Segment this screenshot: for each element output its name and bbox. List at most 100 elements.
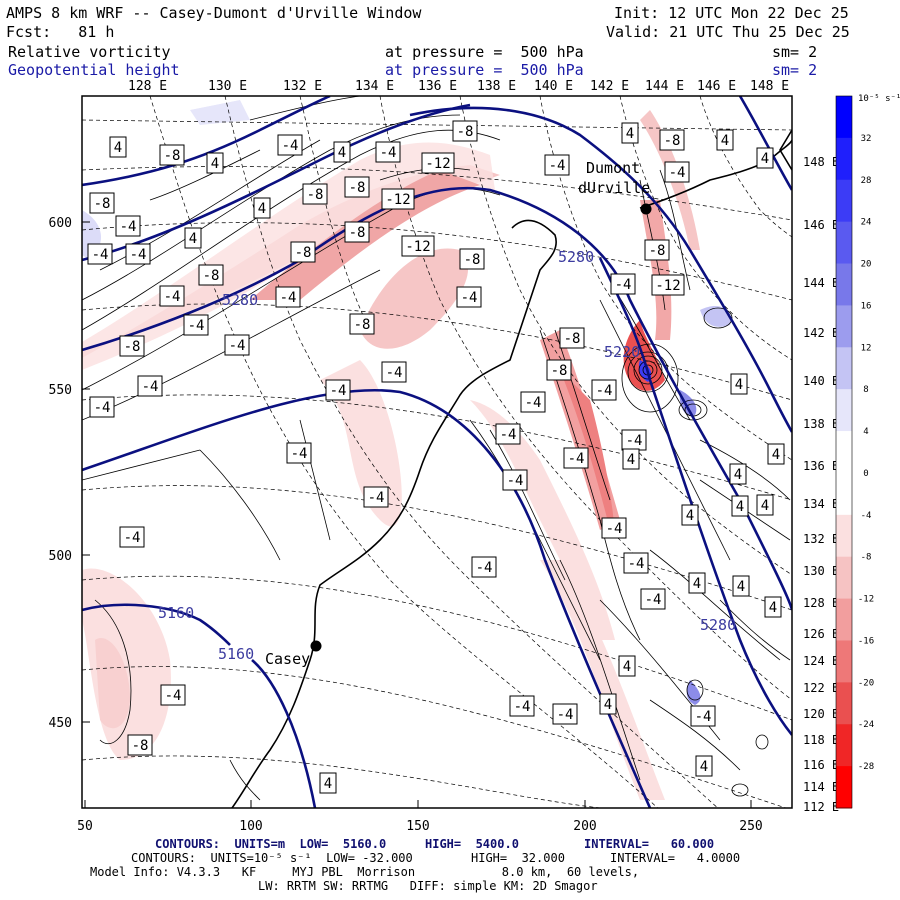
vorticity-label-box: [109, 136, 127, 158]
vorticity-label-text: 4: [626, 126, 634, 142]
vorticity-label-text: -4: [645, 592, 662, 608]
vorticity-label: 4: [729, 463, 747, 485]
right-longitude-label: 132 E: [803, 532, 839, 546]
field2-pressure: at pressure = 500 hPa: [385, 61, 584, 79]
vorticity-label-box: [729, 463, 747, 485]
vorticity-label-box: [159, 285, 185, 307]
vorticity-label: 4: [622, 448, 640, 470]
vorticity-labels: 4 -8 4 -8 -4 4 4 -4 -4 -4 4 -4 -8 4 -8 4 4 -4 -4 -12 -8 -12 -8…: [87, 120, 785, 794]
height-label: 5280: [222, 291, 258, 309]
vorticity-label: -4: [224, 334, 250, 356]
vorticity-label: -4: [502, 469, 528, 491]
vorticity-label-box: [127, 734, 153, 756]
x-axis-ticks: 50 100 150 200 250: [77, 800, 763, 834]
vorticity-label-box: [621, 122, 639, 144]
top-longitude-label: 138 E: [477, 79, 516, 94]
vorticity-label: 4: [767, 443, 785, 465]
vorticity-label-text: 4: [761, 151, 769, 167]
right-longitude-label: 130 E: [803, 564, 839, 578]
top-longitude-label: 136 E: [418, 79, 457, 94]
vorticity-label-box: [688, 572, 706, 594]
footer-contours-height-high: HIGH= 5400.0: [425, 837, 519, 851]
vorticity-label-box: [452, 120, 478, 142]
vorticity-label-box: [401, 235, 435, 257]
vorticity-label-text: -8: [457, 124, 474, 140]
vorticity-label: -8: [344, 176, 370, 198]
vorticity-label: -8: [127, 734, 153, 756]
vorticity-label-text: -4: [142, 379, 159, 395]
vorticity-label-text: -4: [165, 688, 182, 704]
y-tick-label: 600: [49, 216, 72, 231]
dumont-durville-label: Dumont dUrville: [578, 159, 650, 197]
vorticity-label-text: -8: [664, 133, 681, 149]
vorticity-label-text: -12: [385, 192, 410, 208]
vorticity-label-text: 4: [736, 499, 744, 515]
vorticity-label-box: [756, 494, 774, 516]
right-longitude-label: 112 E: [803, 800, 839, 814]
vorticity-label-text: -4: [94, 400, 111, 416]
vorticity-label: -4: [325, 379, 351, 401]
vorticity-label-text: -12: [425, 156, 450, 172]
vorticity-label: -4: [275, 286, 301, 308]
footer-contours-height-low: CONTOURS: UNITS=m LOW= 5160.0: [155, 837, 387, 851]
vorticity-label-box: [137, 375, 163, 397]
vorticity-label-text: -8: [564, 331, 581, 347]
vorticity-label: -4: [544, 154, 570, 176]
right-longitude-label: 114 E: [803, 780, 839, 794]
vorticity-label-text: 4: [761, 498, 769, 514]
vorticity-label-text: 4: [700, 759, 708, 775]
vorticity-label: -8: [344, 221, 370, 243]
colorbar-label: 8: [863, 385, 868, 395]
vorticity-label-box: [544, 154, 570, 176]
vorticity-label: -4: [363, 486, 389, 508]
vorticity-label-text: -8: [203, 268, 220, 284]
vorticity-label-box: [732, 575, 750, 597]
vorticity-label-box: [756, 147, 774, 169]
vorticity-label-text: -4: [120, 219, 137, 235]
vorticity-label-box: [690, 705, 716, 727]
vorticity-label-box: [302, 183, 328, 205]
vorticity-label-box: [198, 264, 224, 286]
vorticity-label-box: [184, 227, 202, 249]
vorticity-label: -4: [286, 442, 312, 464]
right-longitude-label: 122 E: [803, 681, 839, 695]
right-longitude-label: 120 E: [803, 707, 839, 721]
vorticity-label: -4: [621, 429, 647, 451]
vorticity-label: 4: [253, 197, 271, 219]
vorticity-label: 4: [756, 494, 774, 516]
height-label: 5280: [700, 616, 736, 634]
vorticity-label-text: 4: [189, 231, 197, 247]
vorticity-label: -4: [277, 134, 303, 156]
coastline: [231, 139, 792, 808]
height-labels: 5280 5280 5220 5280 5160 5160: [158, 248, 736, 663]
vorticity-label-text: 4: [258, 201, 266, 217]
vorticity-label: -8: [159, 144, 185, 166]
colorbar-unit: 10⁻⁵ s⁻¹: [858, 94, 900, 104]
colorbar-segment: [836, 305, 852, 348]
top-longitude-labels: 128 E 130 E 132 E 134 E 136 E 138 E 140 E 142 E…: [128, 79, 789, 94]
vorticity-label-box: [591, 379, 617, 401]
colorbar-segment: [836, 682, 852, 725]
vorticity-label-box: [622, 448, 640, 470]
vorticity-label: -8: [349, 313, 375, 335]
colorbar-label: 16: [861, 301, 872, 311]
vorticity-label-text: 4: [721, 133, 729, 149]
vorticity-label-text: -4: [291, 446, 308, 462]
right-longitude-label: 142 E: [803, 326, 839, 340]
field1-pressure: at pressure = 500 hPa: [385, 43, 584, 61]
vorticity-label-box: [119, 335, 145, 357]
vorticity-label: 4: [732, 575, 750, 597]
vorticity-label: -4: [160, 684, 186, 706]
vorticity-label: -12: [651, 274, 685, 296]
vorticity-label: -8: [89, 192, 115, 214]
vorticity-label-text: -8: [94, 196, 111, 212]
vorticity-label-box: [421, 152, 455, 174]
colorbar-segment: [836, 766, 852, 809]
vorticity-label-text: 4: [769, 600, 777, 616]
colorbar-segment: [836, 221, 852, 265]
vorticity-label-text: -8: [551, 363, 568, 379]
vorticity-label-box: [319, 772, 337, 794]
vorticity-label-text: -4: [596, 383, 613, 399]
y-axis-ticks: 600 550 500 450: [49, 216, 90, 731]
vorticity-label-box: [344, 221, 370, 243]
